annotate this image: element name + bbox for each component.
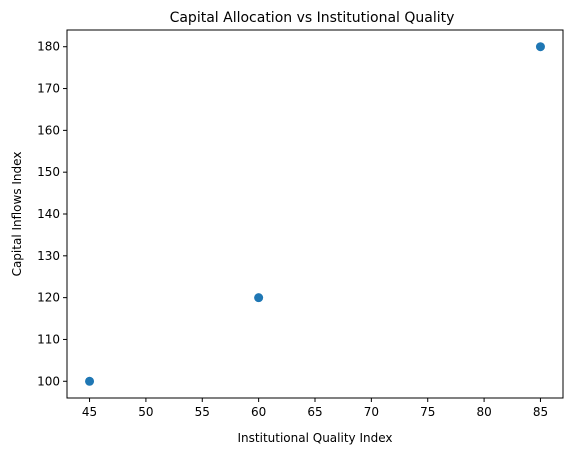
y-tick-label: 180	[37, 40, 60, 54]
x-axis: 45 50 55 60 65 70 75 80 85	[82, 398, 548, 419]
data-point	[85, 376, 95, 386]
x-tick-label: 55	[195, 405, 210, 419]
axes-frame	[66, 29, 564, 399]
chart-title: Capital Allocation vs Institutional Qual…	[170, 10, 455, 26]
y-tick-label: 170	[37, 82, 60, 96]
y-tick-label: 150	[37, 165, 60, 179]
y-axis-label: Capital Inflows Index	[10, 152, 24, 277]
plot-area: 45 50 55 60 65 70 75 80 85 100 110 120 130 140 150 160…	[37, 29, 564, 419]
x-tick-label: 65	[307, 405, 322, 419]
y-tick-label: 120	[37, 291, 60, 305]
data-points	[85, 42, 545, 386]
y-axis: 100 110 120 130 140 150 160 170 180	[37, 40, 67, 388]
y-tick-label: 100	[37, 374, 60, 388]
y-tick-label: 140	[37, 207, 60, 221]
x-tick-label: 50	[138, 405, 153, 419]
data-point	[535, 42, 545, 52]
y-tick-label: 130	[37, 249, 60, 263]
y-tick-label: 160	[37, 123, 60, 137]
x-tick-label: 60	[251, 405, 266, 419]
x-tick-label: 45	[82, 405, 97, 419]
x-tick-label: 75	[420, 405, 435, 419]
x-axis-label: Institutional Quality Index	[238, 431, 393, 445]
x-tick-label: 85	[533, 405, 548, 419]
data-point	[254, 293, 264, 303]
x-tick-label: 70	[364, 405, 379, 419]
y-tick-label: 110	[37, 332, 60, 346]
x-tick-label: 80	[476, 405, 491, 419]
